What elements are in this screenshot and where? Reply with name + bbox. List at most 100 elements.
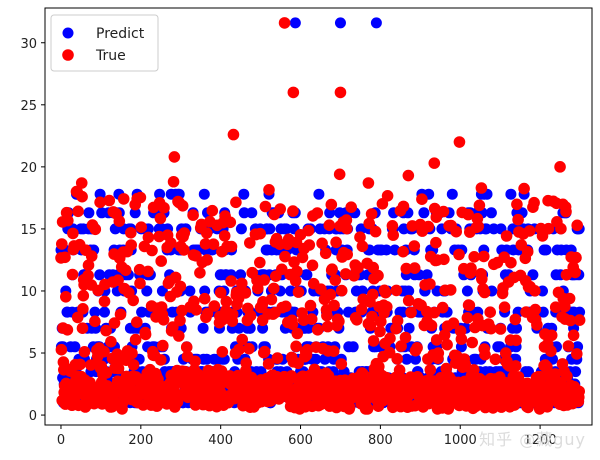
true-point [397, 200, 410, 213]
true-point [216, 346, 229, 358]
true-point [134, 191, 147, 204]
true-point [200, 227, 213, 239]
true-point [311, 207, 324, 219]
true-point [119, 264, 132, 277]
true-point [187, 209, 199, 221]
x-tick-label: 0 [57, 433, 65, 448]
predict-point [89, 306, 101, 318]
true-point [218, 230, 231, 242]
predict-point [403, 285, 415, 297]
true-point [236, 277, 248, 290]
true-point [442, 403, 455, 415]
true-point [194, 267, 206, 279]
predict-point [264, 223, 276, 235]
true-point [560, 269, 573, 281]
true-point [373, 360, 385, 373]
true-point [428, 306, 441, 319]
true-point [436, 301, 449, 314]
true-point [561, 370, 573, 382]
predict-point [246, 207, 258, 219]
predict-point [198, 188, 210, 200]
true-point [369, 225, 382, 238]
true-point [489, 353, 502, 366]
predict-point [380, 244, 392, 256]
true-point [129, 333, 142, 346]
true-point [408, 240, 421, 252]
predict-point [156, 285, 168, 297]
true-point [167, 175, 180, 188]
true-point [112, 274, 124, 287]
true-point [230, 196, 242, 209]
true-point [66, 268, 79, 281]
true-point [154, 212, 167, 225]
true-point [178, 227, 191, 239]
true-point [365, 208, 378, 220]
true-point [478, 250, 490, 263]
true-point [174, 280, 187, 293]
true-point [573, 314, 586, 326]
true-point [510, 334, 522, 347]
true-point [343, 401, 356, 413]
predict-point [523, 366, 534, 378]
true-point [476, 273, 488, 285]
true-point [375, 315, 387, 328]
y-tick-label: 0 [29, 409, 37, 424]
true-point [174, 314, 186, 327]
true-point [62, 214, 74, 227]
true-point [345, 201, 358, 213]
legend-box [50, 14, 159, 72]
predict-point [83, 207, 95, 219]
true-point [259, 200, 272, 213]
legend-true-marker [62, 49, 74, 61]
true-point [463, 299, 476, 312]
true-point [424, 278, 436, 290]
true-point [289, 275, 302, 287]
true-point [328, 299, 340, 312]
true-point [127, 294, 139, 307]
true-point [395, 340, 407, 352]
true-point [438, 253, 450, 266]
true-point [479, 348, 491, 361]
true-point [72, 205, 84, 218]
true-point [262, 358, 275, 370]
true-point [189, 355, 201, 368]
true-point [494, 323, 507, 335]
true-point [169, 271, 182, 284]
y-tick-label: 20 [20, 161, 37, 176]
true-point [367, 288, 379, 301]
true-point [511, 198, 523, 211]
true-point [468, 250, 481, 263]
true-point [512, 213, 524, 226]
predict-point [197, 322, 209, 334]
predict-point [233, 322, 245, 334]
predict-point [238, 188, 250, 200]
legend-predict-label: Predict [96, 26, 145, 42]
y-tick-label: 30 [20, 37, 37, 52]
true-point [555, 222, 567, 235]
predict-point [421, 269, 433, 281]
true-point [176, 200, 189, 212]
true-point [236, 333, 248, 346]
true-point [386, 220, 399, 232]
true-point [329, 274, 342, 286]
true-point [341, 248, 354, 261]
true-point [224, 216, 237, 229]
true-point [402, 294, 415, 307]
true-point [214, 286, 227, 299]
true-point [567, 329, 580, 342]
true-point [391, 353, 404, 365]
true-point [108, 317, 121, 329]
y-tick-label: 10 [20, 285, 37, 300]
true-point [321, 309, 333, 322]
true-point [545, 329, 558, 342]
true-point [76, 190, 88, 203]
plot-frame [44, 7, 593, 426]
predict-point [347, 341, 359, 353]
true-point [440, 362, 453, 375]
predict-point [511, 322, 522, 334]
true-point [142, 231, 155, 244]
true-point [240, 357, 252, 369]
true-point [379, 286, 392, 299]
true-point [227, 128, 240, 141]
true-point [291, 327, 304, 340]
